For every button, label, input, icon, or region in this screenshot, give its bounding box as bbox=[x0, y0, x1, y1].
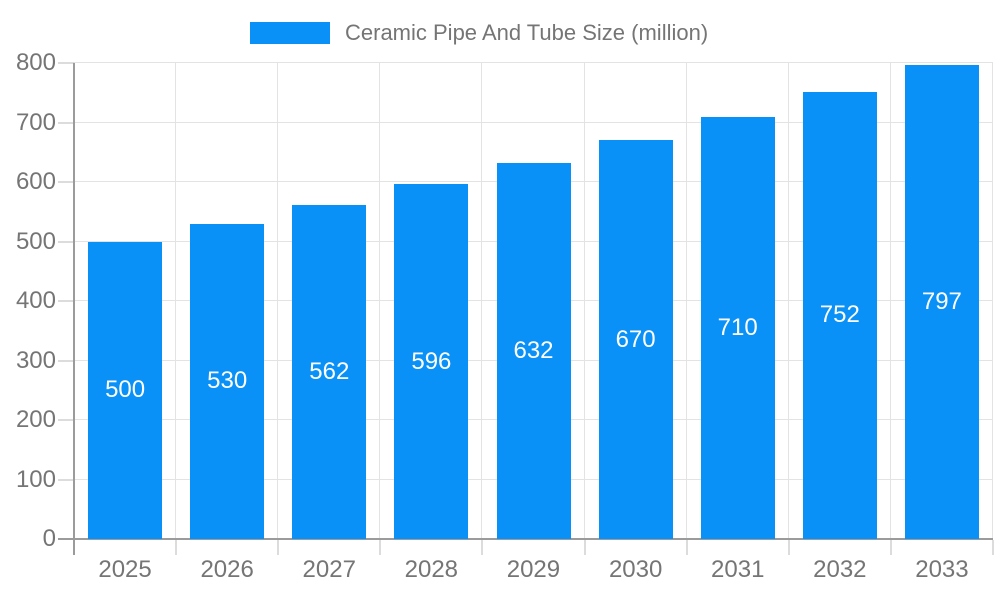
y-axis-tick-label: 400 bbox=[15, 287, 56, 314]
x-gridline bbox=[277, 63, 278, 539]
bar-2030 bbox=[598, 140, 673, 539]
x-gridline bbox=[584, 63, 585, 539]
y-axis-tick bbox=[58, 181, 74, 183]
x-gridline bbox=[379, 63, 380, 539]
legend-label: Ceramic Pipe And Tube Size (million) bbox=[345, 20, 709, 45]
y-gridline bbox=[74, 122, 993, 123]
x-axis-tick bbox=[481, 540, 483, 555]
x-axis-tick-label: 2025 bbox=[98, 556, 152, 583]
y-gridline bbox=[74, 62, 993, 63]
y-axis-tick-label: 700 bbox=[15, 109, 56, 136]
bar-2026 bbox=[190, 223, 265, 539]
bar-value-label: 797 bbox=[921, 287, 962, 315]
y-axis-tick bbox=[58, 122, 74, 124]
x-axis-tick-label: 2027 bbox=[302, 556, 356, 583]
x-axis-tick bbox=[175, 540, 177, 555]
y-axis-tick-label: 200 bbox=[15, 406, 56, 433]
y-axis-tick bbox=[58, 360, 74, 362]
x-axis-tick-label: 2028 bbox=[404, 556, 459, 583]
bar-value-label: 530 bbox=[207, 367, 248, 395]
bar-value-label: 596 bbox=[411, 347, 452, 375]
x-axis-tick-label: 2031 bbox=[711, 556, 765, 583]
x-axis-tick bbox=[890, 540, 892, 555]
x-axis-tick bbox=[992, 540, 994, 555]
bar-value-label: 710 bbox=[717, 313, 758, 341]
x-axis-tick-label: 2033 bbox=[915, 556, 969, 583]
x-axis-tick-label: 2032 bbox=[813, 556, 867, 583]
y-axis-tick bbox=[58, 479, 74, 481]
x-gridline bbox=[175, 63, 176, 539]
x-axis-tick-label: 2026 bbox=[200, 556, 254, 583]
bar-value-label: 562 bbox=[309, 357, 350, 385]
x-gridline bbox=[992, 63, 993, 539]
x-gridline bbox=[788, 63, 789, 539]
y-axis-tick bbox=[58, 62, 74, 64]
bar-2029 bbox=[496, 163, 571, 539]
bar-2031 bbox=[700, 116, 775, 539]
bar-2032 bbox=[802, 91, 877, 539]
legend-swatch bbox=[250, 22, 330, 44]
bar-value-label: 752 bbox=[819, 301, 860, 329]
y-axis-tick-label: 600 bbox=[15, 168, 56, 195]
x-axis-tick-label: 2029 bbox=[506, 556, 561, 583]
x-axis-tick bbox=[686, 540, 688, 555]
y-axis-tick-label: 100 bbox=[15, 466, 56, 493]
bar-value-label: 500 bbox=[105, 376, 146, 404]
y-axis-tick bbox=[58, 300, 74, 302]
y-axis-tick-label: 500 bbox=[15, 228, 56, 255]
bar-2027 bbox=[292, 204, 367, 539]
bar-2033 bbox=[904, 64, 979, 539]
y-axis-tick bbox=[58, 419, 74, 421]
bar-value-label: 632 bbox=[513, 337, 554, 364]
y-axis-tick-label: 300 bbox=[15, 347, 56, 374]
x-gridline bbox=[890, 63, 891, 539]
y-axis-tick-label: 800 bbox=[15, 49, 56, 76]
y-axis-tick bbox=[58, 241, 74, 243]
y-axis-tick-label: 0 bbox=[42, 525, 56, 552]
x-axis-tick bbox=[277, 540, 279, 555]
x-axis-tick bbox=[584, 540, 586, 555]
x-axis-tick-label: 2030 bbox=[608, 556, 663, 583]
bar-value-label: 670 bbox=[615, 325, 656, 353]
x-axis-tick bbox=[379, 540, 381, 555]
y-axis-line bbox=[73, 63, 75, 555]
chart-legend[interactable]: Ceramic Pipe And Tube Size (million) bbox=[250, 20, 708, 46]
bar-2028 bbox=[394, 184, 469, 539]
x-axis-tick bbox=[788, 540, 790, 555]
x-gridline bbox=[686, 63, 687, 539]
bar-2025 bbox=[88, 241, 163, 539]
x-axis-line bbox=[58, 538, 993, 540]
x-gridline bbox=[481, 63, 482, 539]
